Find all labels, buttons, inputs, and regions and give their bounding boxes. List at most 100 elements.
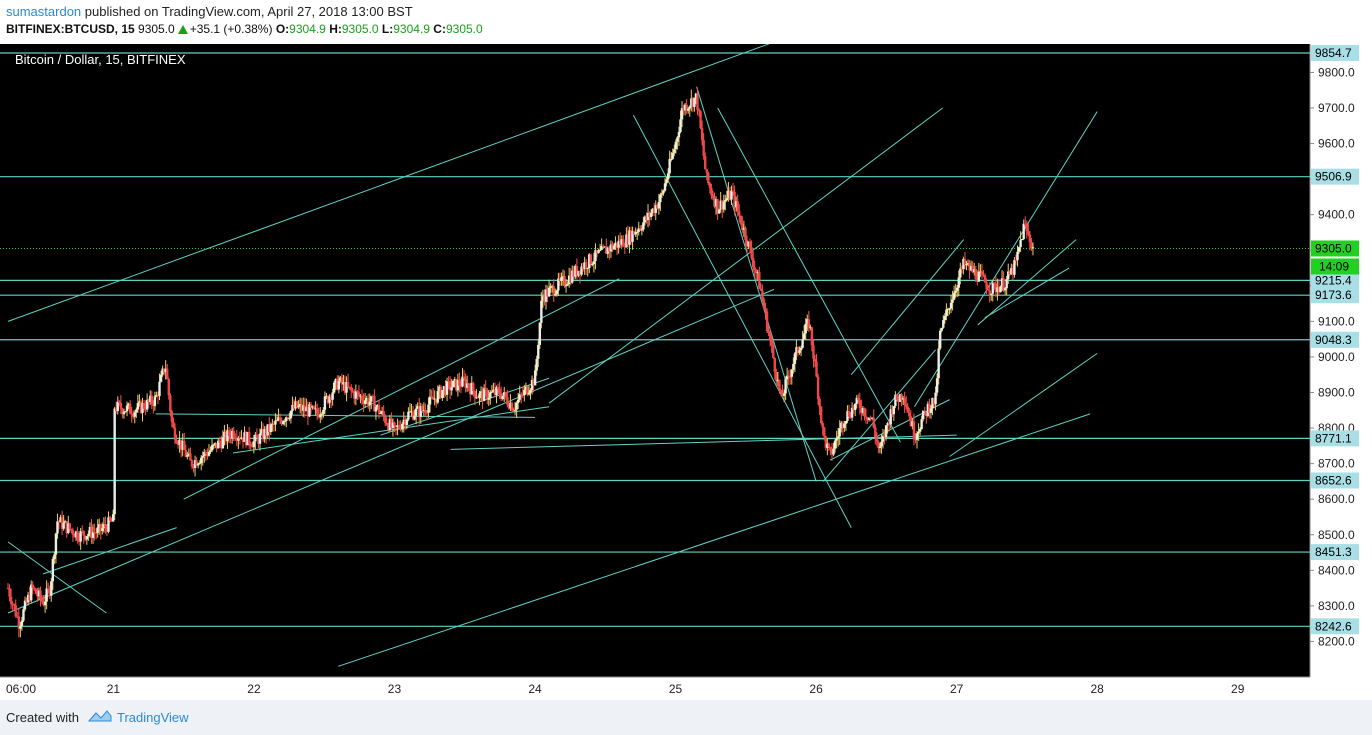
candle-body (836, 436, 840, 439)
candle-body (266, 424, 269, 436)
candle-body (812, 345, 815, 359)
candle-body (957, 277, 960, 288)
y-tick-label: 9000.0 (1318, 350, 1355, 364)
candle-body (615, 242, 619, 248)
candle-body (377, 405, 381, 414)
candle-body (169, 395, 172, 412)
candle-body (144, 408, 147, 410)
trend-line-9 (450, 434, 957, 450)
candle-body (87, 533, 90, 537)
candle-body (880, 441, 883, 447)
candle-body (750, 247, 753, 258)
candle-body (217, 440, 220, 449)
candle-body (773, 357, 776, 372)
candle-body (68, 523, 72, 530)
candle-body (122, 412, 126, 415)
candle-body (673, 149, 676, 153)
candle-body (912, 421, 916, 440)
candle-body (724, 199, 727, 202)
trend-line-1 (7, 288, 775, 614)
candle-body (462, 376, 466, 379)
candle-body (119, 403, 123, 410)
candle-body (354, 391, 358, 399)
candle-body (387, 424, 390, 431)
candle-body (464, 378, 467, 388)
candle-body (934, 392, 937, 405)
candle-body (60, 517, 64, 529)
candle-body (484, 388, 487, 390)
level-tag-text: 9048.3 (1315, 333, 1352, 347)
candle-body (521, 394, 524, 396)
candle-body (512, 410, 515, 412)
candle-body (996, 287, 999, 293)
candle-body (891, 409, 894, 415)
candle-body (264, 429, 268, 436)
candle-body (125, 405, 129, 412)
candle-body (973, 269, 976, 273)
author-link[interactable]: sumastardon (6, 4, 82, 19)
candle-body (886, 423, 889, 426)
candle-body (337, 381, 341, 390)
trend-line-0 (7, 44, 770, 322)
candle-body (416, 406, 419, 409)
candle-body (467, 383, 470, 388)
y-tick-label: 8500.0 (1318, 528, 1355, 542)
candle-body (53, 554, 56, 560)
candle-body (693, 97, 696, 107)
y-tick-label: 9400.0 (1318, 208, 1355, 222)
candle-body (413, 415, 416, 420)
candle-body (530, 379, 534, 390)
candle-body (643, 216, 647, 223)
candle-body (532, 379, 535, 386)
candle-body (959, 268, 962, 278)
candle-body (153, 396, 157, 407)
candle-body (767, 331, 770, 333)
candle-body (328, 396, 331, 403)
candle-body (498, 389, 501, 395)
candle-body (705, 169, 708, 173)
candle-body (226, 430, 229, 442)
candle-body (118, 401, 121, 404)
countdown-tag (1311, 258, 1359, 275)
level-tag-text: 9215.4 (1315, 273, 1352, 287)
candle-body (649, 212, 653, 217)
candle-body (636, 231, 639, 233)
candle-body (982, 274, 985, 276)
candle-body (141, 403, 144, 413)
level-tag (1311, 287, 1359, 304)
candle-body (518, 394, 521, 400)
level-tag-text: 8771.1 (1315, 431, 1352, 445)
price-chart[interactable]: 8200.08300.08400.08500.08600.08700.08800… (0, 44, 1372, 700)
candle-body (448, 381, 452, 391)
trend-line-13 (822, 349, 936, 482)
candle-body (832, 448, 835, 455)
level-tag-text: 9506.9 (1315, 170, 1352, 184)
candle-body (254, 434, 257, 442)
time-axis[interactable] (0, 677, 1372, 700)
tradingview-link[interactable]: TradingView (117, 710, 189, 725)
candle-body (699, 111, 702, 129)
candle-body (952, 292, 956, 300)
candle-body (799, 347, 803, 351)
candle-body (855, 397, 858, 404)
candle-body (135, 409, 138, 413)
candle-body (611, 244, 614, 250)
candle-body (745, 239, 749, 247)
candle-body (663, 183, 667, 191)
candle-body (384, 416, 387, 423)
candle-body (306, 407, 310, 417)
plot-area[interactable] (0, 44, 1310, 677)
price-axis[interactable] (1310, 44, 1372, 677)
candle-body (792, 363, 795, 370)
candle-body (421, 406, 424, 411)
candle-body (827, 443, 831, 447)
candle-body (796, 347, 800, 353)
candle-body (308, 404, 311, 417)
candle-body (622, 239, 625, 247)
candle-body (209, 450, 212, 452)
candle-body (849, 416, 852, 418)
candle-body (385, 422, 388, 425)
candle-body (351, 390, 354, 392)
candle-body (46, 588, 50, 590)
candle-body (1030, 242, 1033, 249)
